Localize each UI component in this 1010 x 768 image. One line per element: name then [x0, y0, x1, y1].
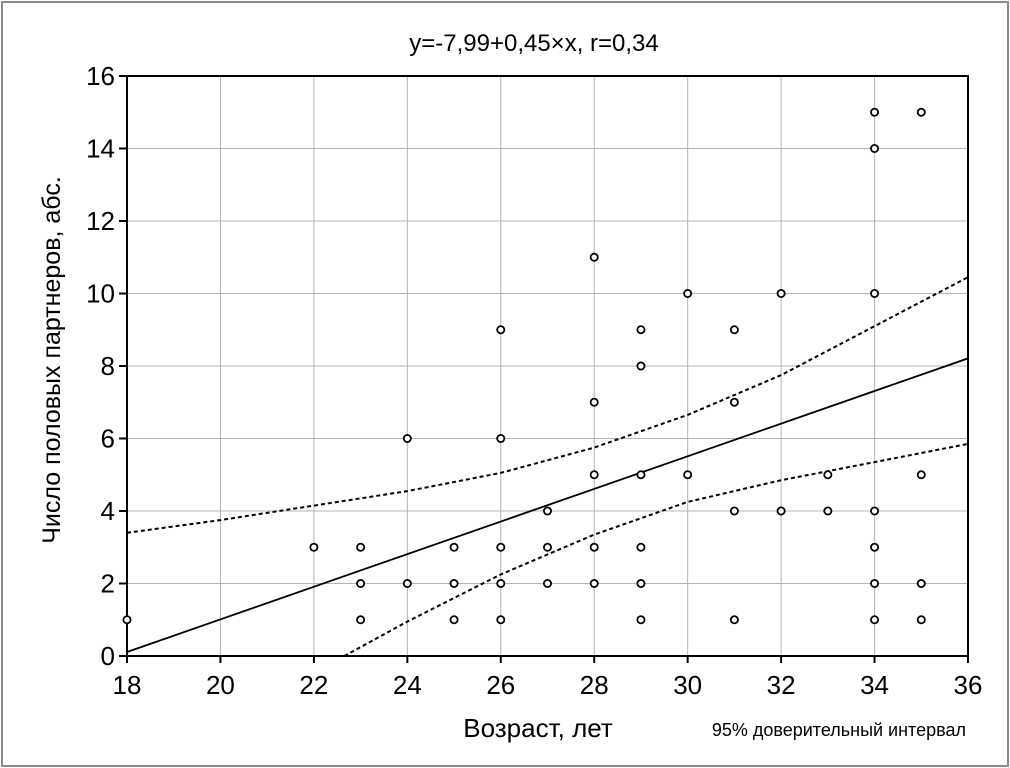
data-point [589, 579, 599, 589]
data-point [636, 615, 646, 625]
data-point [870, 107, 880, 117]
data-point [589, 397, 599, 407]
data-point [729, 397, 739, 407]
x-tick-label: 18 [113, 670, 142, 700]
x-tick-label: 28 [580, 670, 609, 700]
x-axis-ticks: 18 20 22 24 26 28 30 32 34 36 [113, 656, 983, 700]
data-point [870, 143, 880, 153]
data-point [916, 470, 926, 480]
data-point [309, 542, 319, 552]
data-point [496, 579, 506, 589]
y-tick-label: 14 [86, 134, 115, 164]
y-tick-label: 10 [86, 279, 115, 309]
data-point [823, 506, 833, 516]
x-axis-label: Возраст, лет [463, 713, 613, 743]
confidence-interval-note: 95% доверительный интервал [712, 720, 966, 740]
data-point [729, 615, 739, 625]
data-point [449, 579, 459, 589]
y-tick-label: 6 [101, 424, 115, 454]
data-point [870, 579, 880, 589]
confidence-upper-line [126, 276, 969, 534]
regression-line [126, 357, 969, 653]
data-point [683, 470, 693, 480]
data-point [543, 506, 553, 516]
data-point [496, 433, 506, 443]
data-point [449, 615, 459, 625]
data-point [729, 325, 739, 335]
data-point [402, 579, 412, 589]
x-tick-label: 30 [673, 670, 702, 700]
data-point [870, 615, 880, 625]
y-tick-label: 12 [86, 206, 115, 236]
data-point [356, 579, 366, 589]
data-point [543, 579, 553, 589]
data-point [589, 470, 599, 480]
data-point [870, 288, 880, 298]
y-tick-label: 8 [101, 351, 115, 381]
data-point [916, 615, 926, 625]
data-point [916, 107, 926, 117]
data-point [402, 433, 412, 443]
data-point [776, 506, 786, 516]
x-tick-label: 34 [860, 670, 889, 700]
data-point [823, 470, 833, 480]
data-point [449, 542, 459, 552]
x-tick-label: 32 [767, 670, 796, 700]
chart-title: y=-7,99+0,45×x, r=0,34 [409, 30, 659, 57]
data-point [122, 615, 132, 625]
y-tick-label: 0 [101, 641, 115, 671]
data-point [870, 506, 880, 516]
y-tick-label: 16 [86, 61, 115, 91]
y-axis-label: Число половых партнеров, абс. [38, 176, 66, 544]
x-tick-label: 20 [206, 670, 235, 700]
data-point [776, 288, 786, 298]
data-point [870, 542, 880, 552]
y-tick-label: 4 [101, 496, 115, 526]
data-point [356, 615, 366, 625]
x-tick-label: 22 [299, 670, 328, 700]
data-point [356, 542, 366, 552]
data-point [496, 325, 506, 335]
y-tick-label: 2 [101, 569, 115, 599]
grid-lines [127, 76, 968, 656]
data-point [543, 542, 553, 552]
data-point [636, 470, 646, 480]
y-axis-ticks: 0 2 4 6 8 10 12 14 16 [86, 61, 127, 671]
x-tick-label: 24 [393, 670, 422, 700]
data-points [122, 107, 926, 625]
data-point [729, 506, 739, 516]
data-point [636, 579, 646, 589]
data-point [589, 252, 599, 262]
data-point [589, 542, 599, 552]
data-point [683, 288, 693, 298]
data-point [636, 325, 646, 335]
data-point [496, 542, 506, 552]
data-point [496, 615, 506, 625]
x-tick-label: 36 [954, 670, 983, 700]
data-point [636, 542, 646, 552]
data-point [636, 361, 646, 371]
x-tick-label: 26 [486, 670, 515, 700]
data-point [916, 579, 926, 589]
